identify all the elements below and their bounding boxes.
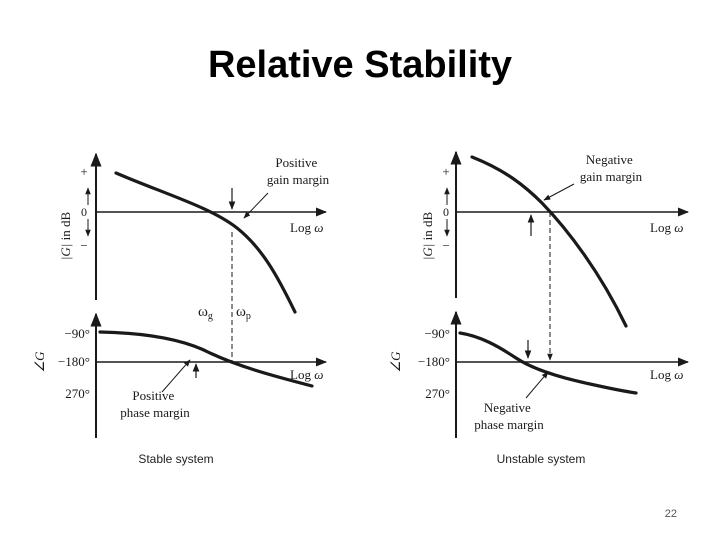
stable-phase-margin-pointer xyxy=(161,359,191,393)
unstable-phase-x-label: Log ω xyxy=(650,367,683,382)
stable-phase-curve xyxy=(98,330,314,388)
stable-phase-tick-180: −180° xyxy=(58,354,90,369)
stable-phase-y-label: ∠G xyxy=(32,351,47,373)
omega-g-label: ωg xyxy=(198,304,213,322)
omega-p-label: ωp xyxy=(236,304,251,322)
stable-phase-plot: −90° −180° 270° ∠G Log ω Positive phase … xyxy=(32,312,328,438)
unstable-gain-margin-label: Negative gain margin xyxy=(580,152,643,184)
stable-gain-plus-label: + xyxy=(80,164,87,179)
stable-gain-zero-label: 0 xyxy=(81,205,87,219)
unstable-phase-plot: −90° −180° 270° ∠G Log ω Negative phase … xyxy=(388,310,690,438)
stable-gain-plot: + 0 − |G| in dB Log ω Positive gain marg… xyxy=(58,152,330,314)
unstable-phase-curve xyxy=(458,331,638,395)
unstable-phase-tick-270: 270° xyxy=(425,386,450,401)
page-number: 22 xyxy=(664,508,677,520)
unstable-gain-plot: + 0 − |G| in dB Log ω Negative gain marg… xyxy=(420,150,690,328)
stable-phase-x-label: Log ω xyxy=(290,367,323,382)
unstable-gain-plus-label: + xyxy=(442,164,449,179)
slide-title: Relative Stability xyxy=(207,44,513,86)
unstable-phase-y-label: ∠G xyxy=(388,351,403,373)
stable-gain-x-label: Log ω xyxy=(290,220,323,235)
stable-gain-margin-pointer xyxy=(243,192,269,219)
unstable-phase-margin-label: Negative phase margin xyxy=(474,400,544,432)
stable-phase-margin-label: Positive phase margin xyxy=(120,388,190,420)
stable-phase-tick-90: −90° xyxy=(64,326,90,341)
unstable-magnitude-curve xyxy=(470,155,628,328)
stable-gain-minus-label: − xyxy=(80,238,87,253)
stable-magnitude-curve xyxy=(114,171,297,314)
unstable-phase-tick-180: −180° xyxy=(418,354,450,369)
unstable-gain-minus-label: − xyxy=(442,238,449,253)
stable-system-caption: Stable system xyxy=(138,452,213,466)
unstable-gain-margin-pointer xyxy=(543,183,575,201)
unstable-gain-y-label: |G| in dB xyxy=(420,212,435,261)
unstable-gain-zero-label: 0 xyxy=(443,205,449,219)
stable-gain-y-label: |G| in dB xyxy=(58,212,73,261)
unstable-phase-margin-pointer xyxy=(525,371,549,399)
stable-phase-tick-270: 270° xyxy=(65,386,90,401)
unstable-phase-tick-90: −90° xyxy=(424,326,450,341)
stable-gain-margin-label: Positive gain margin xyxy=(267,155,330,187)
unstable-gain-x-label: Log ω xyxy=(650,220,683,235)
unstable-system-caption: Unstable system xyxy=(497,452,586,466)
